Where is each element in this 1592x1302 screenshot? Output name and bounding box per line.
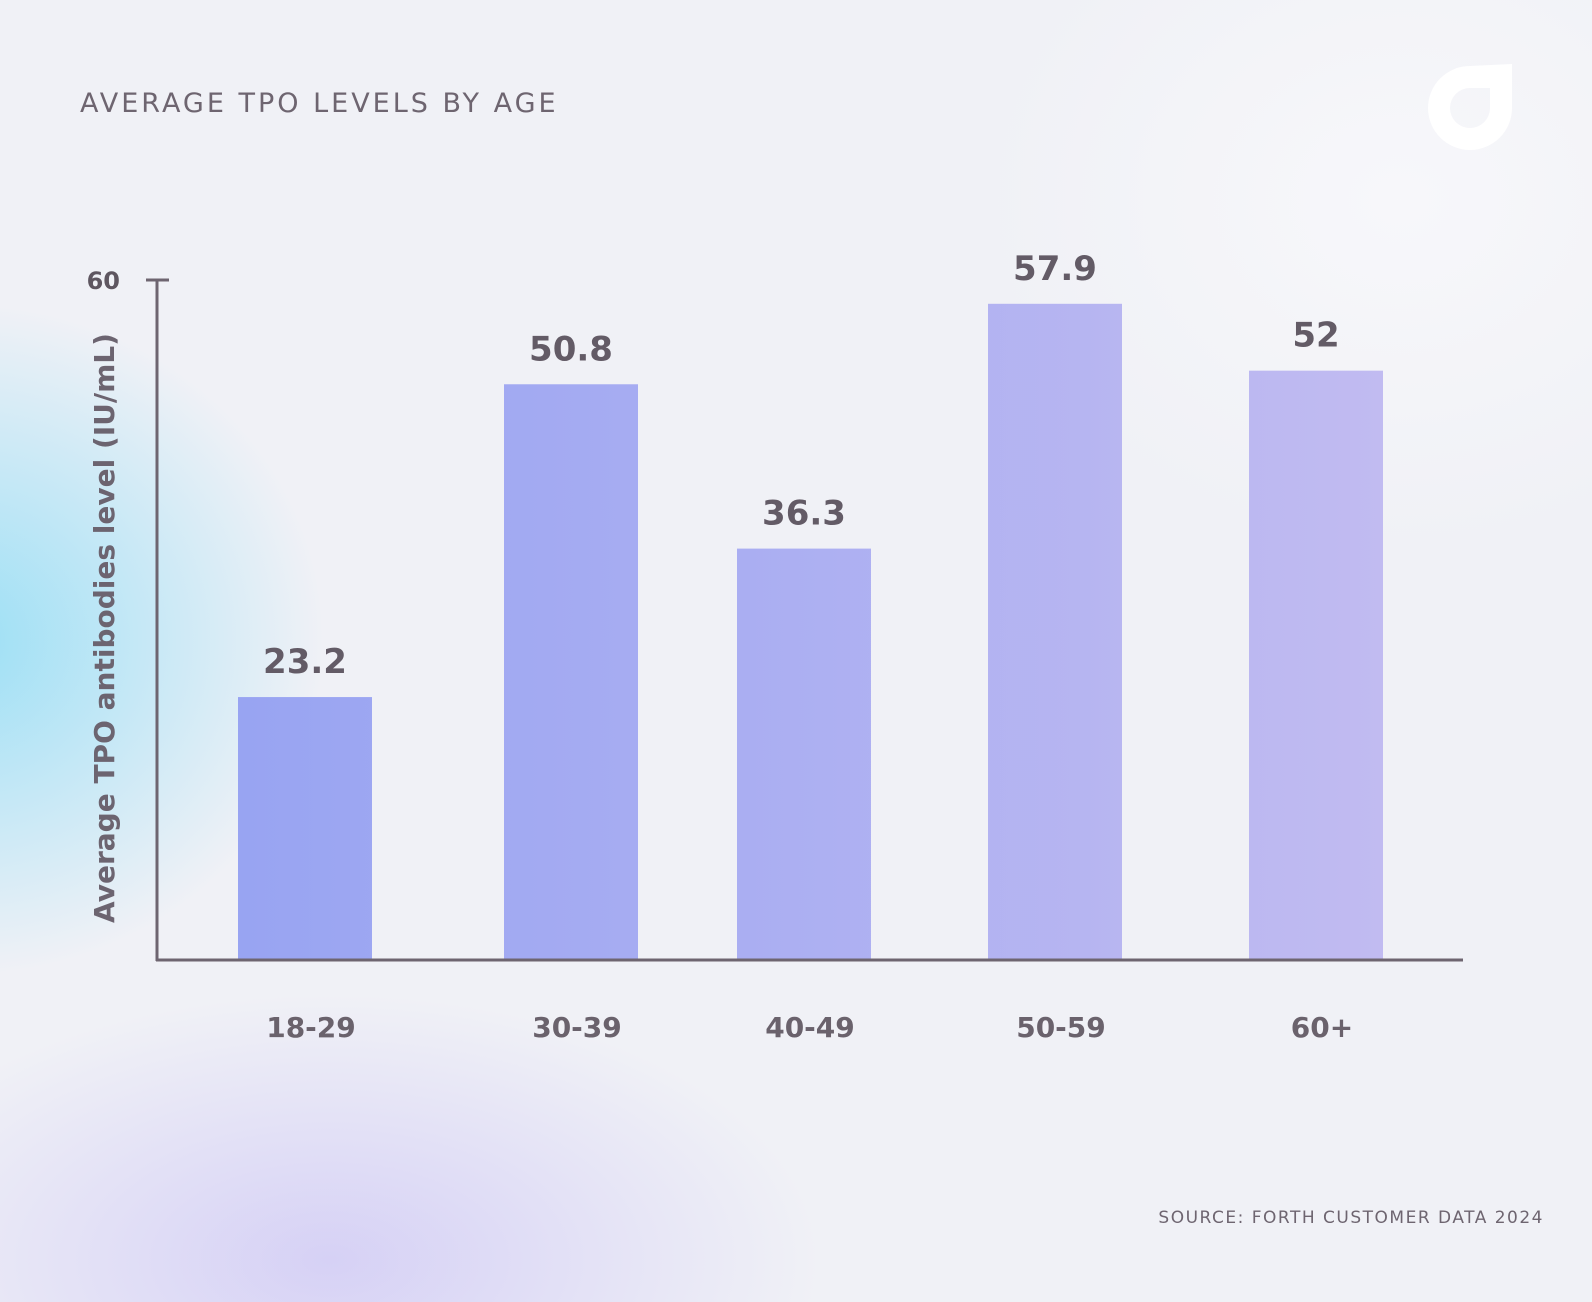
value-label: 57.9	[1013, 249, 1097, 289]
value-label: 36.3	[762, 494, 846, 534]
bar-30-39	[504, 384, 638, 960]
bar-18-29	[238, 697, 372, 960]
category-label: 40-49	[765, 1011, 855, 1044]
y-axis-label: Average TPO antibodies level (IU/mL)	[88, 333, 121, 923]
bar-60+	[1249, 370, 1383, 961]
chart-title: AVERAGE TPO LEVELS BY AGE	[80, 88, 559, 119]
bar-50-59	[988, 303, 1122, 960]
bar-40-49	[737, 548, 871, 960]
value-label: 50.8	[529, 329, 613, 369]
value-label: 52	[1292, 316, 1339, 356]
bars-group	[238, 303, 1383, 961]
source-note: SOURCE: FORTH CUSTOMER DATA 2024	[1158, 1208, 1544, 1228]
category-label: 50-59	[1016, 1011, 1106, 1044]
value-labels-group: 23.2 50.8 36.3 57.9 52	[263, 249, 1340, 682]
value-label: 23.2	[263, 642, 347, 682]
category-labels-group: 18-29 30-39 40-49 50-59 60+	[266, 1011, 1353, 1044]
category-label: 18-29	[266, 1011, 356, 1044]
y-tick-label: 60	[87, 267, 120, 295]
category-label: 60+	[1291, 1011, 1353, 1044]
forth-logo-icon	[1428, 64, 1512, 150]
category-label: 30-39	[532, 1011, 622, 1044]
